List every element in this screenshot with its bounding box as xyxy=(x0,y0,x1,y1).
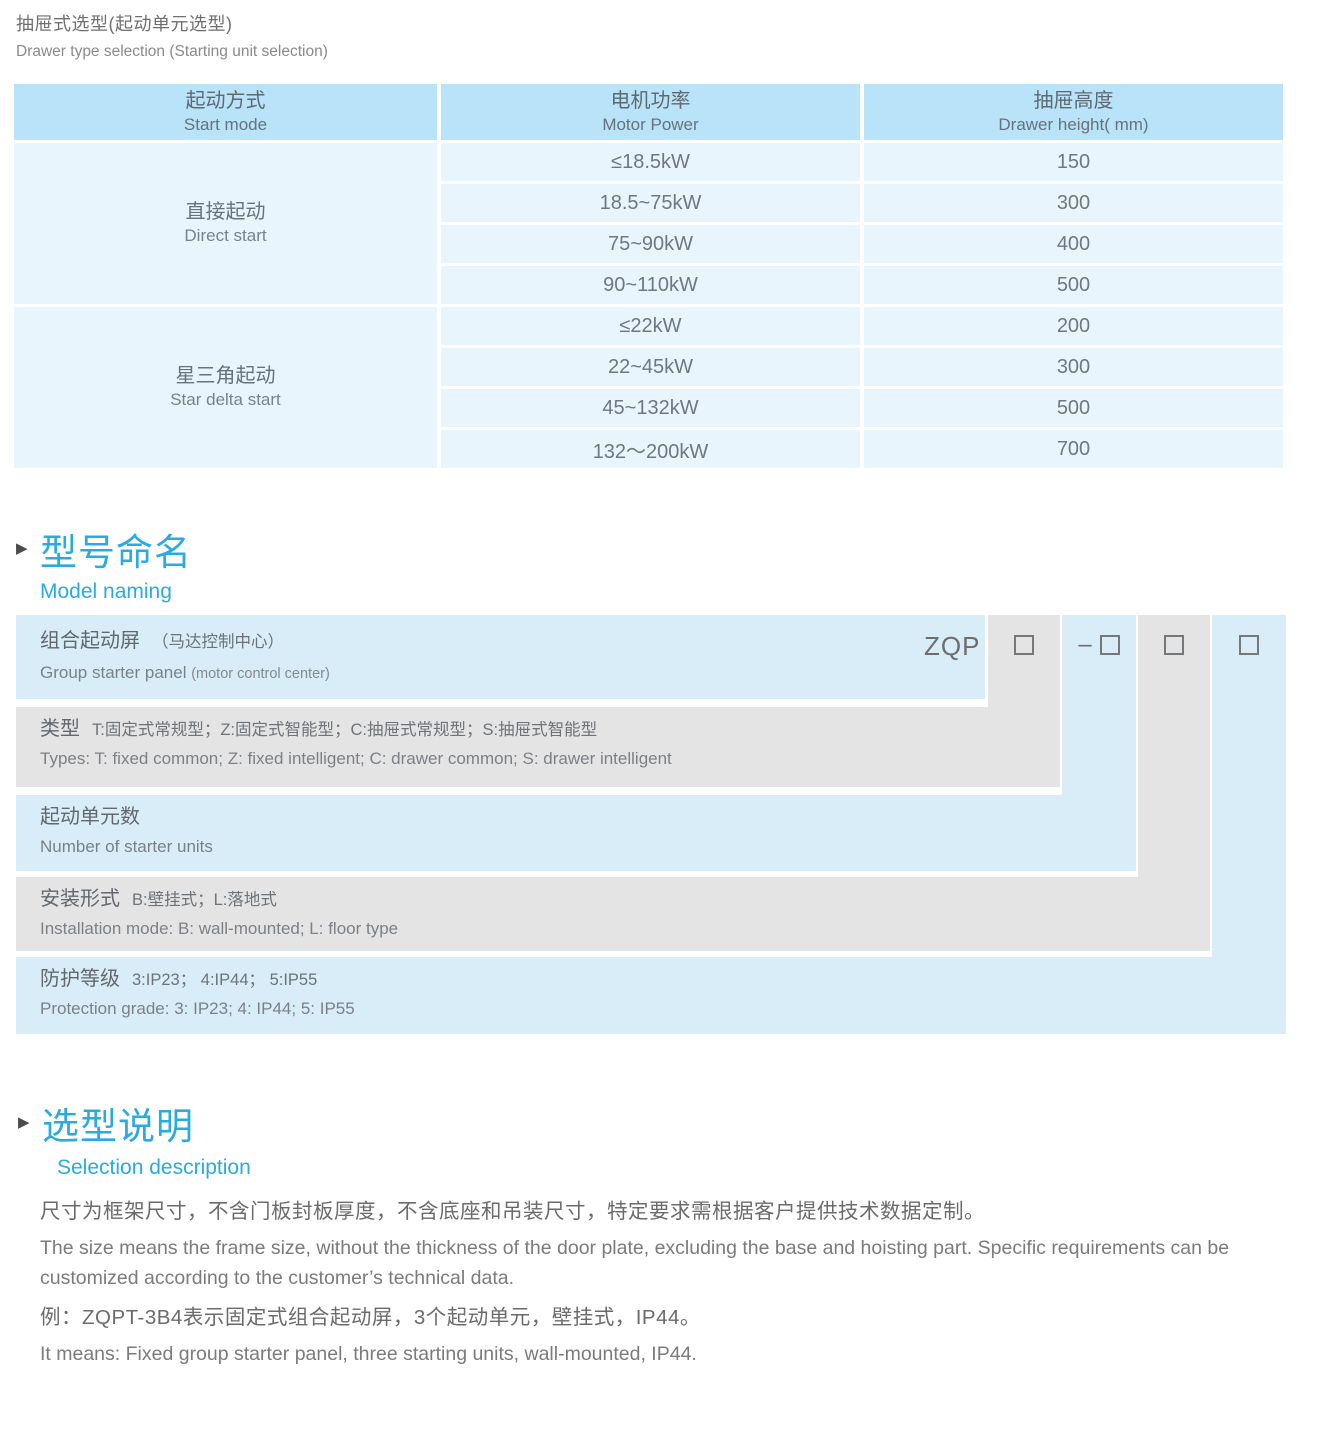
example-en: It means: Fixed group starter panel, thr… xyxy=(40,1343,697,1366)
drawer-selection-table: 起动方式 Start mode 电机功率 Motor Power 抽屉高度 Dr… xyxy=(14,84,1283,468)
row1-zh: 组合起动屏 xyxy=(40,630,140,652)
section-arrow-icon: ▶ xyxy=(18,1114,30,1131)
section-arrow-icon: ▶ xyxy=(16,540,28,557)
height-cell: 150 xyxy=(864,143,1283,181)
row4-en: Installation mode: B: wall-mounted; L: f… xyxy=(40,919,399,938)
height-cell: 300 xyxy=(864,184,1283,222)
row1-zh-sub: （马达控制中心） xyxy=(152,633,284,651)
section-selection-description-heading: ▶ 选型说明 Selection description xyxy=(18,1096,251,1180)
col-header-start-mode: 起动方式 Start mode xyxy=(14,84,437,140)
selection-description-text: 尺寸为框架尺寸，不含门板封板厚度，不含底座和吊装尺寸，特定要求需根据客户提供技术… xyxy=(40,1194,1292,1377)
row2-zh-sub: T:固定式常规型；Z:固定式智能型；C:抽屉式常规型；S:抽屉式智能型 xyxy=(92,721,598,739)
height-cell: 300 xyxy=(864,348,1283,386)
power-cell: ≤22kW xyxy=(441,307,860,345)
col-header-drawer-height-en: Drawer height( mm) xyxy=(998,114,1149,134)
row3-en: Number of starter units xyxy=(40,837,213,856)
col-header-drawer-height-zh: 抽屉高度 xyxy=(1033,89,1114,112)
model-code-box-protection xyxy=(1212,635,1286,655)
row1-en: Group starter panel xyxy=(40,663,192,682)
placeholder-box-icon xyxy=(1239,635,1259,655)
mode-star-delta-en: Star delta start xyxy=(170,390,281,410)
model-naming-title-zh: 型号命名 xyxy=(40,532,192,573)
section-model-naming-heading: ▶ 型号命名 Model naming xyxy=(16,522,192,604)
row2-zh: 类型 xyxy=(40,718,80,740)
power-cell: 18.5~75kW xyxy=(441,184,860,222)
height-cell: 200 xyxy=(864,307,1283,345)
naming-row-group-starter-panel: 组合起动屏 （马达控制中心） Group starter panel (motor… xyxy=(16,615,985,699)
row5-en: Protection grade: 3: IP23; 4: IP44; 5: I… xyxy=(40,999,355,1018)
col-header-start-mode-zh: 起动方式 xyxy=(185,89,266,112)
model-code-box-installation xyxy=(1138,635,1210,655)
row5-zh: 防护等级 xyxy=(40,968,120,990)
selection-title-zh: 选型说明 xyxy=(42,1106,194,1147)
model-code-box-type xyxy=(988,635,1060,655)
power-cell: 75~90kW xyxy=(441,225,860,263)
model-naming-diagram: 组合起动屏 （马达控制中心） Group starter panel (motor… xyxy=(16,615,1286,1034)
row4-zh-sub: B:壁挂式；L:落地式 xyxy=(132,891,277,909)
height-cell: 400 xyxy=(864,225,1283,263)
naming-row-installation-mode: 安装形式 B:壁挂式；L:落地式 Installation mode: B: wa… xyxy=(16,877,1210,951)
placeholder-box-icon xyxy=(1099,635,1120,655)
model-code-box-units: – xyxy=(1062,631,1136,658)
col-header-motor-power-zh: 电机功率 xyxy=(610,89,691,112)
placeholder-box-icon xyxy=(1164,635,1184,655)
power-cell: 22~45kW xyxy=(441,348,860,386)
mode-direct-start-zh: 直接起动 xyxy=(185,201,266,224)
height-cell: 500 xyxy=(864,389,1283,427)
mode-direct-start-en: Direct start xyxy=(184,226,267,246)
page-title: 抽屉式选型(起动单元选型) Drawer type selection (Sta… xyxy=(16,10,328,61)
selection-title-en: Selection description xyxy=(57,1156,251,1179)
example-zh: 例：ZQPT-3B4表示固定式组合起动屏，3个起动单元，壁挂式，IP44。 xyxy=(40,1306,701,1330)
mode-cell-star-delta-start: 星三角起动 Star delta start xyxy=(14,307,437,468)
dash: – xyxy=(1078,631,1092,658)
row3-zh: 起动单元数 xyxy=(40,806,140,828)
power-cell: 90~110kW xyxy=(441,266,860,304)
row1-en-sub: (motor control center) xyxy=(191,666,330,682)
height-cell: 500 xyxy=(864,266,1283,304)
row2-en: Types: T: fixed common; Z: fixed intelli… xyxy=(40,749,672,768)
power-cell: ≤18.5kW xyxy=(441,143,860,181)
row4-zh: 安装形式 xyxy=(40,888,120,910)
naming-row-protection-grade: 防护等级 3:IP23； 4:IP44； 5:IP55 Protection gr… xyxy=(16,957,1286,1034)
col-header-drawer-height: 抽屉高度 Drawer height( mm) xyxy=(864,84,1283,140)
mode-star-delta-zh: 星三角起动 xyxy=(175,365,276,388)
mode-cell-direct-start: 直接起动 Direct start xyxy=(14,143,437,304)
col-header-start-mode-en: Start mode xyxy=(183,114,268,134)
power-cell: 45~132kW xyxy=(441,389,860,427)
page-title-zh: 抽屉式选型(起动单元选型) xyxy=(16,14,233,34)
naming-row-types: 类型 T:固定式常规型；Z:固定式智能型；C:抽屉式常规型；S:抽屉式智能型 Ty… xyxy=(16,707,1060,787)
row5-zh-sub: 3:IP23； 4:IP44； 5:IP55 xyxy=(132,971,318,989)
size-note-zh: 尺寸为框架尺寸，不含门板封板厚度，不含底座和吊装尺寸，特定要求需根据客户提供技术… xyxy=(40,1200,985,1223)
model-code-prefix: ZQP xyxy=(924,631,981,661)
placeholder-box-icon xyxy=(1014,635,1034,655)
naming-row-starter-units: 起动单元数 Number of starter units xyxy=(16,795,1136,871)
model-naming-title-en: Model naming xyxy=(40,580,172,603)
page-title-en: Drawer type selection (Starting unit sel… xyxy=(16,43,328,60)
height-cell: 700 xyxy=(864,430,1283,468)
col-header-motor-power: 电机功率 Motor Power xyxy=(441,84,860,140)
size-note-en: The size means the frame size, without t… xyxy=(40,1237,1230,1290)
power-cell: 132～200kW xyxy=(441,430,860,468)
col-header-motor-power-en: Motor Power xyxy=(602,114,699,134)
